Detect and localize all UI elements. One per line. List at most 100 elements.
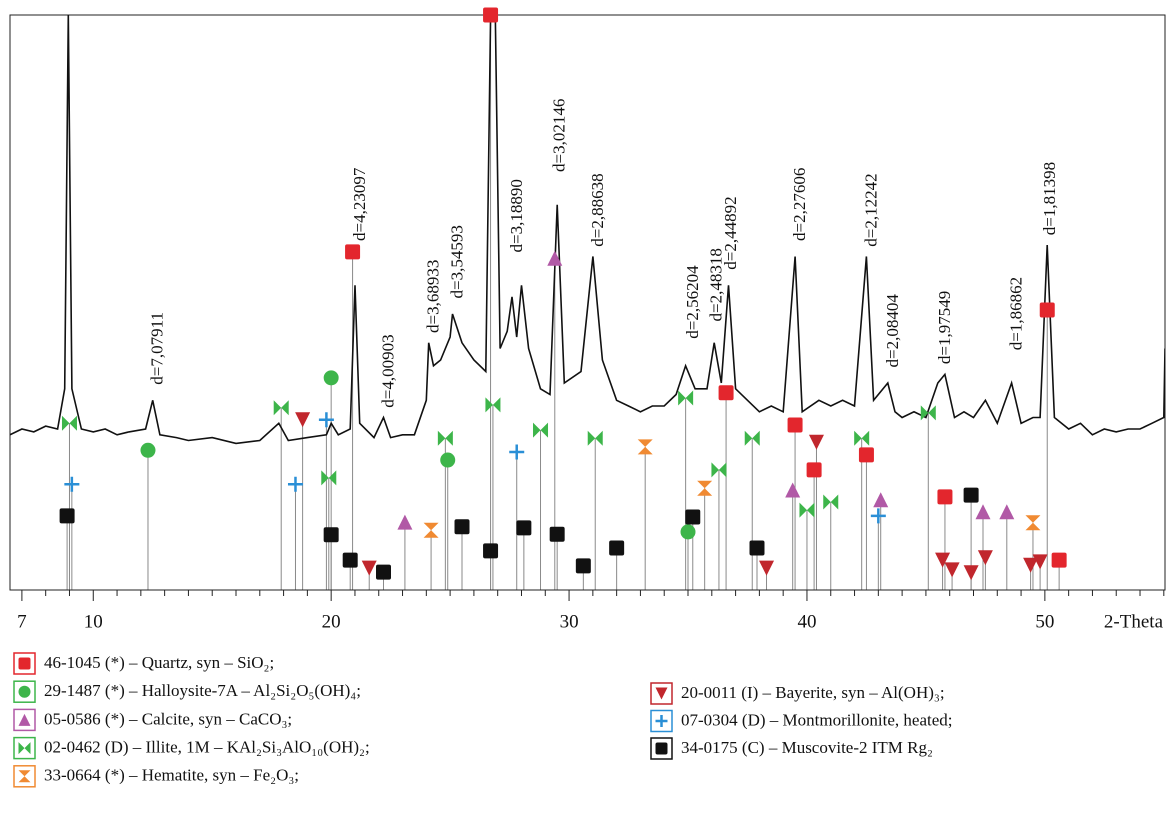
- phase-marker: [678, 390, 694, 406]
- d-spacing-label: d=3,18890: [507, 179, 526, 252]
- legend-label: 33-0664 (*) – Hematite, syn – Fe₂O₃;: [44, 766, 299, 785]
- phase-marker: [485, 397, 501, 413]
- d-spacing-label: d=4,23097: [350, 167, 369, 241]
- phase-marker: [287, 476, 303, 492]
- phase-marker: [437, 430, 453, 446]
- phase-marker: [808, 434, 824, 450]
- phase-marker: [1039, 302, 1055, 318]
- phase-marker: [483, 7, 499, 23]
- phase-marker: [999, 504, 1015, 520]
- phase-marker: [549, 526, 565, 542]
- legend-symbol: [655, 687, 668, 700]
- phase-marker: [483, 543, 499, 559]
- legend-label: 29-1487 (*) – Halloysite-7A – Al₂Si₂O₅(O…: [44, 681, 361, 700]
- d-spacing-label: d=4,00903: [378, 334, 397, 407]
- phase-marker: [944, 562, 960, 578]
- legend-label: 46-1045 (*) – Quartz, syn – SiO₂;: [44, 653, 274, 672]
- phase-marker: [858, 447, 874, 463]
- phase-marker: [1032, 554, 1048, 570]
- legend-symbol: [18, 657, 31, 670]
- phase-marker: [873, 492, 889, 508]
- d-spacing-label: d=1,81398: [1040, 162, 1059, 235]
- phase-marker: [744, 430, 760, 446]
- legend-label: 07-0304 (D) – Montmorillonite, heated;: [681, 710, 952, 729]
- phase-marker: [870, 508, 886, 524]
- phase-marker: [711, 462, 727, 478]
- legend-symbol: [655, 742, 668, 755]
- phase-marker: [376, 564, 392, 580]
- phase-marker: [685, 509, 701, 525]
- phase-marker: [920, 405, 936, 421]
- phase-marker: [718, 385, 734, 401]
- phase-marker: [547, 250, 563, 266]
- phase-marker: [423, 522, 439, 538]
- d-spacing-label: d=3,02146: [550, 99, 569, 172]
- x-tick-label: 10: [84, 611, 103, 632]
- phase-marker: [1025, 515, 1041, 531]
- phase-marker: [1051, 552, 1067, 568]
- diffraction-pattern: [10, 15, 1165, 445]
- phase-marker: [963, 487, 979, 503]
- phase-marker: [345, 244, 361, 260]
- phase-marker: [787, 417, 803, 433]
- phase-marker: [361, 560, 377, 576]
- phase-marker: [397, 514, 413, 530]
- phase-marker: [273, 400, 289, 416]
- phase-marker: [785, 482, 801, 498]
- d-spacing-label: d=2,56204: [683, 265, 702, 339]
- markers: [59, 7, 1067, 581]
- d-spacing-label: d=2,44892: [721, 196, 740, 269]
- phase-marker: [323, 370, 339, 386]
- legend-symbol: [18, 685, 31, 698]
- phase-marker: [977, 550, 993, 566]
- phase-marker: [321, 470, 337, 486]
- phase-marker: [516, 520, 532, 536]
- phase-marker: [963, 565, 979, 581]
- d-spacing-label: d=3,68933: [424, 260, 443, 333]
- d-spacing-label: d=2,27606: [790, 168, 809, 241]
- phase-marker: [749, 540, 765, 556]
- phase-marker: [799, 502, 815, 518]
- phase-marker: [59, 508, 75, 524]
- legend-label: 05-0586 (*) – Calcite, syn – CaCO₃;: [44, 709, 292, 728]
- phase-marker: [1023, 557, 1039, 573]
- phase-marker: [823, 494, 839, 510]
- legend-label: 20-0011 (I) – Bayerite, syn – Al(OH)₃;: [681, 683, 945, 702]
- phase-marker: [697, 480, 713, 496]
- d-spacing-label: d=2,08404: [883, 294, 902, 368]
- phase-marker: [140, 442, 156, 458]
- x-tick-label: 20: [322, 611, 341, 632]
- d-spacing-label: d=7,07911: [148, 312, 167, 385]
- d-spacing-label: d=2,88638: [588, 173, 607, 246]
- phase-marker: [937, 489, 953, 505]
- phase-marker: [64, 476, 80, 492]
- legend: 46-1045 (*) – Quartz, syn – SiO₂; 29-1487…: [13, 652, 952, 788]
- phase-marker: [759, 560, 775, 576]
- x-tick-label: 7: [17, 611, 27, 632]
- phase-marker: [533, 422, 549, 438]
- legend-symbol: [18, 770, 31, 783]
- d-spacing-label: d=1,86862: [1006, 277, 1025, 350]
- phase-marker: [935, 552, 951, 568]
- d-spacing-label: d=2,48318: [707, 248, 726, 321]
- x-tick-label: 30: [560, 611, 579, 632]
- phase-marker: [680, 524, 696, 540]
- legend-box: [13, 765, 36, 788]
- phase-marker: [61, 415, 77, 431]
- phase-marker: [323, 527, 339, 543]
- legend-label: 02-0462 (D) – Illite, 1M – KAl₂Si₃AlO₁₀(…: [44, 738, 370, 757]
- phase-marker: [854, 430, 870, 446]
- d-spacing-label: d=1,97549: [935, 291, 954, 364]
- phase-marker: [609, 540, 625, 556]
- d-spacing-label: d=2,12242: [861, 173, 880, 246]
- x-axis-label: 2-Theta: [1104, 611, 1164, 632]
- phase-marker: [509, 444, 525, 460]
- pattern-layer: [10, 15, 1165, 445]
- phase-marker: [637, 439, 653, 455]
- phase-marker: [295, 412, 311, 428]
- phase-marker: [975, 504, 991, 520]
- phase-marker: [342, 552, 358, 568]
- phase-marker: [575, 558, 591, 574]
